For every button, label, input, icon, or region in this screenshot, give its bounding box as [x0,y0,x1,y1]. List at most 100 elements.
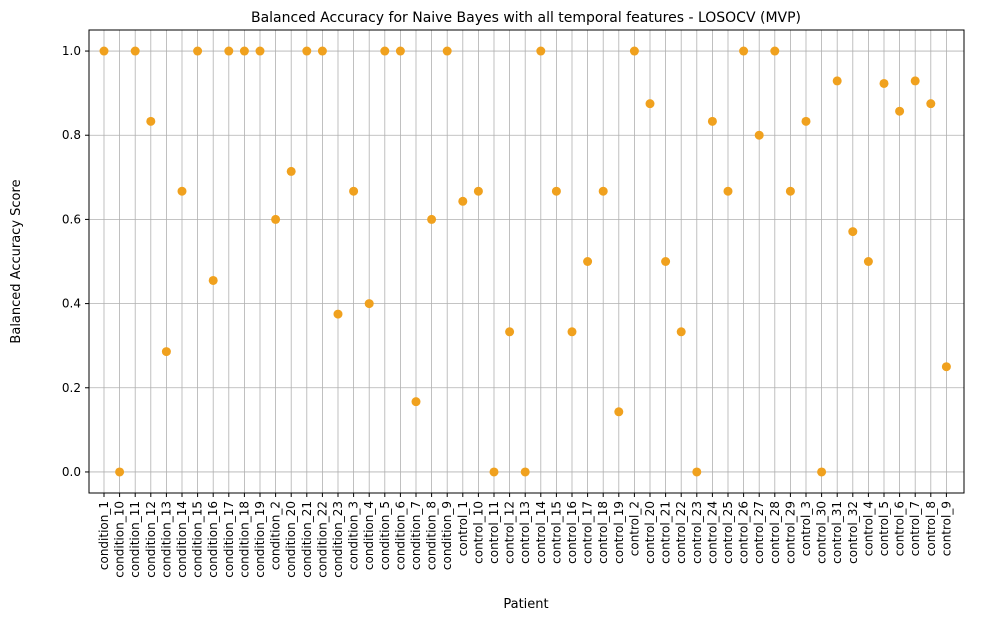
data-point [817,467,827,477]
data-point [489,467,499,477]
x-tick-label: condition_20 [284,501,298,578]
data-point [395,46,405,56]
x-tick-label: condition_9 [440,501,454,570]
x-tick-label: condition_5 [378,501,392,570]
x-tick-label: control_10 [471,501,485,564]
x-tick-label: control_7 [908,501,922,556]
x-tick-label: condition_10 [113,501,127,578]
data-point [832,76,842,86]
data-point [380,46,390,56]
x-axis-label: Patient [503,597,548,612]
x-tick-label: control_15 [549,501,563,564]
y-tick-label: 0.4 [62,297,81,311]
data-point [676,327,686,337]
x-tick-label: condition_14 [175,501,189,578]
y-tick-label: 0.0 [62,465,81,479]
data-point [629,46,639,56]
data-point [302,46,312,56]
data-point [239,46,249,56]
data-point [895,106,905,116]
x-tick-label: condition_1 [97,501,111,570]
x-tick-label: condition_18 [237,501,251,578]
data-point [661,257,671,266]
data-point [364,299,374,309]
y-axis: 0.0 0.2 0.4 0.6 0.8 1.0 [62,44,89,479]
data-point [692,467,702,477]
x-tick-label: condition_17 [222,501,236,578]
data-point [349,186,359,196]
data-point [567,327,577,337]
data-point [193,46,203,56]
x-axis: condition_1 condition_10 condition_11 condi… [97,493,953,578]
data-point [739,46,749,56]
x-tick-label: control_27 [752,501,766,564]
x-tick-label: control_14 [534,501,548,564]
x-tick-label: condition_8 [425,501,439,570]
x-tick-label: condition_4 [362,501,376,570]
x-tick-label: control_25 [721,501,735,564]
x-tick-label: condition_22 [315,501,329,578]
x-tick-label: condition_3 [347,501,361,570]
data-point [208,275,218,285]
x-tick-label: condition_16 [206,501,220,578]
data-point [583,257,593,266]
x-tick-label: control_23 [690,501,704,564]
data-point [707,116,717,126]
x-tick-label: control_3 [799,501,813,556]
x-tick-label: control_28 [768,501,782,564]
x-tick-label: condition_21 [300,501,314,578]
data-point [941,362,951,372]
data-point [723,186,733,196]
data-point [224,46,234,56]
data-point [130,46,140,56]
data-point [473,186,483,196]
x-tick-label: condition_7 [409,501,423,570]
x-tick-label: control_4 [861,501,875,556]
data-point [645,99,655,109]
data-point [754,130,764,140]
x-tick-label: control_1 [456,501,470,556]
x-tick-label: condition_13 [159,501,173,578]
x-tick-label: control_6 [893,501,907,556]
x-tick-label: control_16 [565,501,579,564]
data-point [317,46,327,56]
data-point [177,186,187,196]
x-tick-label: control_13 [518,501,532,564]
x-tick-label: control_8 [924,501,938,556]
x-tick-label: control_32 [846,501,860,564]
data-point [333,309,343,319]
data-points [99,46,951,477]
data-point [99,46,109,56]
x-tick-label: control_18 [596,501,610,564]
data-point [520,467,530,477]
x-tick-label: control_9 [939,501,953,556]
data-point [458,196,468,206]
x-tick-label: condition_23 [331,501,345,578]
x-tick-label: control_12 [503,501,517,564]
data-point [551,186,561,196]
data-point [770,46,780,56]
x-tick-label: control_17 [581,501,595,564]
x-tick-label: control_5 [877,501,891,556]
data-point [427,214,437,224]
data-point [614,407,624,417]
data-point [910,76,920,86]
x-tick-label: control_19 [612,501,626,564]
data-point [505,327,515,337]
data-point [926,99,936,109]
plot-frame [88,29,965,494]
data-point [848,227,858,237]
x-tick-label: condition_11 [128,501,142,578]
x-tick-label: control_30 [815,501,829,564]
x-tick-label: control_24 [705,501,719,564]
x-tick-label: control_31 [830,501,844,564]
x-tick-label: control_21 [659,501,673,564]
x-tick-label: condition_15 [191,501,205,578]
x-tick-label: control_2 [627,501,641,556]
data-point [286,166,296,176]
x-tick-label: condition_19 [253,501,267,578]
data-point [442,46,452,56]
x-tick-label: control_26 [737,501,751,564]
data-point [255,46,265,56]
data-point [411,397,421,407]
